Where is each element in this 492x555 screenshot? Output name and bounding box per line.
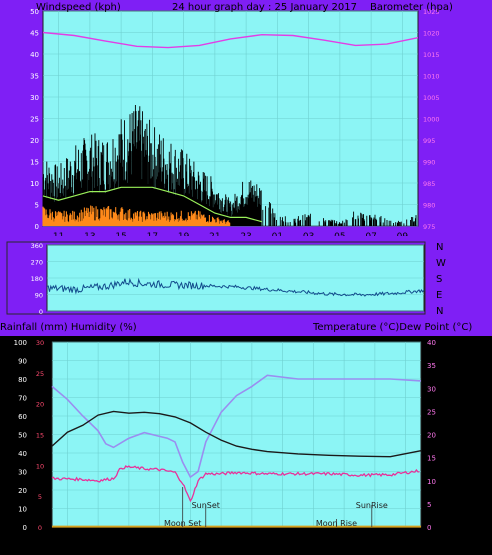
compass-label: W — [436, 258, 446, 269]
temperature-tick-label: 35 — [427, 362, 436, 370]
hour-tick-label: 13 — [92, 535, 103, 545]
barometer-tick-label: 980 — [423, 202, 435, 210]
temperature-tick-label: 20 — [427, 432, 436, 440]
hour-tick-label: 07 — [369, 535, 380, 545]
hour-tick-label: 11 — [62, 535, 73, 545]
barometer-tick-label: 990 — [423, 159, 435, 167]
temperature-tick-label: 15 — [427, 455, 436, 463]
humidity-tick-label: 20 — [18, 487, 27, 495]
hour-tick-label: 17 — [154, 535, 165, 545]
temp-hum-series — [51, 374, 422, 528]
annotation-label: SunSet — [192, 501, 220, 510]
direction-tick-label: 360 — [31, 242, 43, 250]
barometer-tick-label: 1020 — [423, 30, 440, 38]
barometer-tick-label: 1005 — [423, 94, 440, 102]
annotation-label: Moon Rise — [316, 519, 357, 528]
humidity-tick-label: 80 — [18, 376, 27, 384]
wind-tick-label: 30 — [30, 94, 39, 102]
barometer-tick-label: 975 — [423, 223, 435, 231]
temperature-tick-label: 30 — [427, 385, 436, 393]
temperature-tick-label: 5 — [427, 501, 431, 509]
chart-title: 24 hour graph day : 25 January 2017 — [172, 2, 357, 13]
dewpoint-series — [51, 465, 420, 503]
wind-tick-label: 40 — [30, 51, 39, 59]
humidity-tick-label: 50 — [18, 432, 27, 440]
annotation-label: Moon Set — [164, 519, 201, 528]
direction-tick-label: 0 — [39, 308, 43, 316]
wind-tick-label: 0 — [35, 223, 39, 231]
rain-humidity-axis-title: Rainfall (mm) Humidity (%) — [0, 322, 137, 333]
humidity-tick-label: 10 — [18, 506, 27, 514]
hour-tick-label: 23 — [246, 535, 257, 545]
humidity-tick-label: 0 — [23, 524, 27, 532]
wind-orange-series — [42, 205, 231, 226]
annotation-label: SunRise — [356, 501, 388, 510]
rain-tick-label: 30 — [36, 339, 44, 347]
wind-tick-label: 10 — [30, 180, 39, 188]
barometer-tick-label: 1015 — [423, 51, 440, 59]
hour-tick-label: 21 — [215, 535, 226, 545]
hour-tick-label: 09 — [400, 535, 412, 545]
temperature-tick-label: 40 — [427, 339, 436, 347]
compass-label: S — [436, 274, 442, 285]
wind-tick-label: 15 — [30, 159, 39, 167]
direction-grid — [47, 244, 424, 312]
temp-hum-annotations: Moon Set SunSet Moon Rise SunRise — [164, 487, 388, 528]
barometer-axis-title: Barometer (hpa) — [370, 2, 453, 13]
humidity-tick-label: 70 — [18, 395, 27, 403]
hour-tick-label: 05 — [338, 535, 349, 545]
barometer-series — [42, 31, 419, 49]
barometer-tick-label: 1010 — [423, 73, 440, 81]
barometer-tick-label: 1025 — [423, 8, 440, 16]
direction-series — [46, 277, 425, 297]
wind-baro-grid — [43, 10, 418, 227]
temperature-axis-title: Temperature (°C)Dew Point (°C) — [312, 322, 472, 333]
wind-baro-series — [42, 31, 419, 226]
temperature-series — [51, 410, 422, 458]
humidity-tick-label: 90 — [18, 358, 27, 366]
hour-tick-label: 03 — [308, 535, 319, 545]
direction-tick-label: 270 — [31, 259, 43, 267]
temperature-tick-label: 0 — [427, 524, 431, 532]
temp-hum-grid — [52, 341, 421, 528]
humidity-tick-label: 40 — [18, 450, 27, 458]
wind-green-series — [42, 186, 262, 223]
hour-tick-label: 19 — [185, 535, 197, 545]
barometer-tick-label: 985 — [423, 180, 435, 188]
rain-tick-label: 10 — [36, 462, 44, 470]
barometer-tick-label: 1000 — [423, 116, 440, 124]
barometer-tick-label: 995 — [423, 137, 435, 145]
direction-tick-label: 180 — [31, 275, 43, 283]
wind-tick-label: 45 — [30, 30, 39, 38]
rain-tick-label: 5 — [38, 493, 42, 501]
direction-series — [46, 277, 425, 297]
humidity-tick-label: 100 — [14, 339, 27, 347]
wind-axis-title: Windspeed (kph) — [36, 2, 121, 13]
wind-tick-label: 50 — [30, 8, 39, 16]
wind-tick-label: 5 — [35, 202, 39, 210]
rain-tick-label: 20 — [36, 401, 44, 409]
temp-hum-ticks: 0102030405060708090100051015202530051015… — [14, 339, 436, 545]
compass-label: N — [436, 242, 443, 253]
humidity-tick-label: 60 — [18, 413, 27, 421]
compass-label: E — [436, 290, 442, 301]
rain-tick-label: 0 — [38, 524, 42, 532]
hour-tick-label: 01 — [277, 535, 288, 545]
hour-tick-label: 15 — [123, 535, 134, 545]
humidity-series — [51, 374, 422, 479]
temperature-tick-label: 10 — [427, 478, 436, 486]
rain-tick-label: 25 — [36, 370, 44, 378]
temperature-tick-label: 25 — [427, 408, 436, 416]
wind-tick-label: 20 — [30, 137, 39, 145]
wind-tick-label: 35 — [30, 73, 39, 81]
compass-label: N — [436, 306, 443, 317]
humidity-tick-label: 30 — [18, 469, 27, 477]
rain-tick-label: 15 — [36, 432, 44, 440]
direction-tick-label: 90 — [35, 292, 43, 300]
wind-tick-label: 25 — [30, 116, 39, 124]
